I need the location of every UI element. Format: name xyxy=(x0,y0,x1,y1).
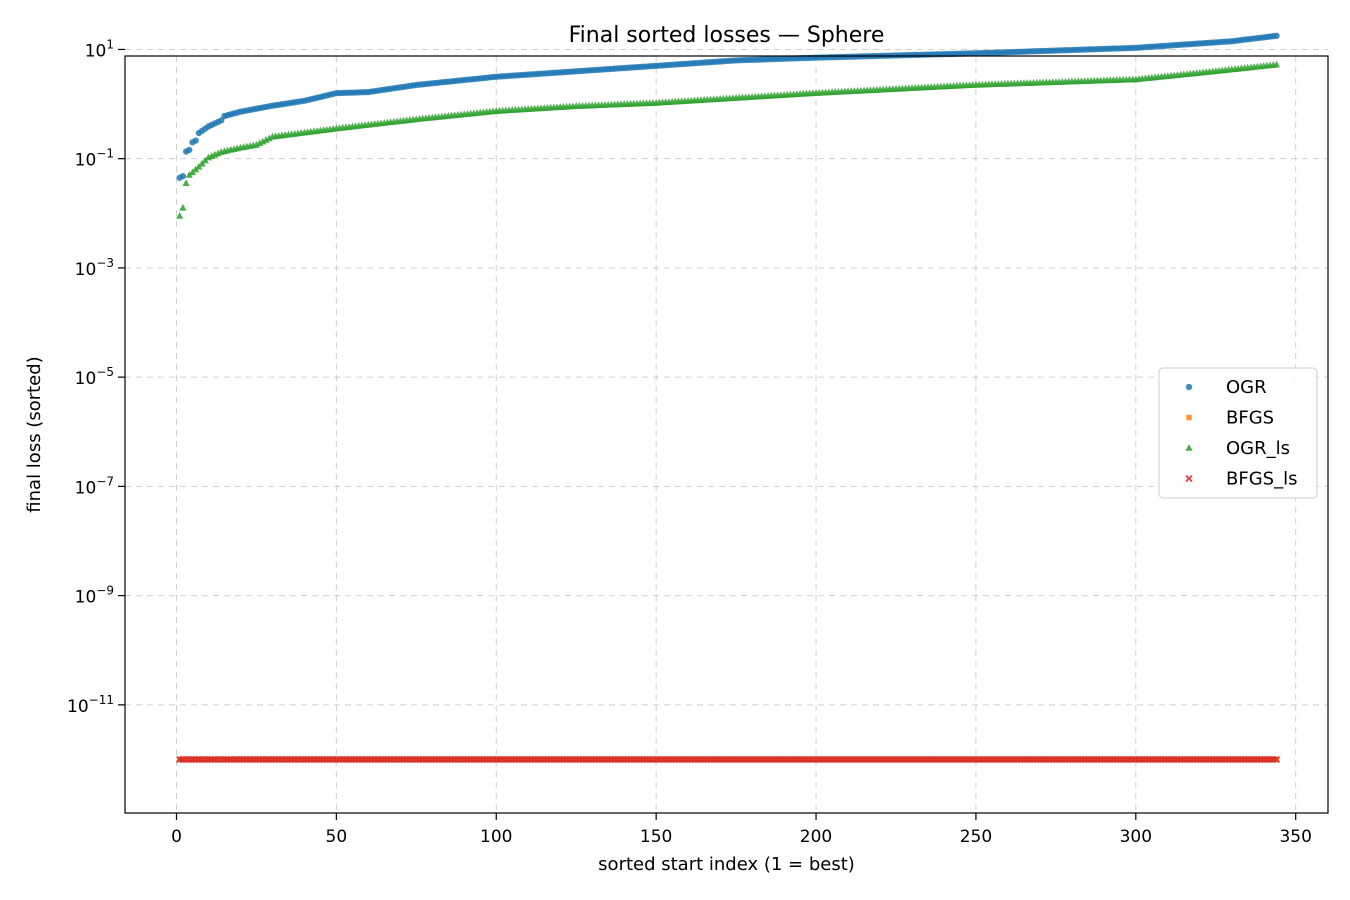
x-tick-label: 0 xyxy=(171,827,182,847)
y-tick-exponent: −1 xyxy=(96,147,114,161)
series-ogr-ls xyxy=(176,60,1281,219)
y-tick-base: 10 xyxy=(85,41,107,61)
y-tick-base: 10 xyxy=(75,478,97,498)
x-axis-ticks: 0 50 100 150 200 250 300 350 xyxy=(171,813,1312,847)
legend-marker xyxy=(1185,383,1193,391)
chart-title: Final sorted losses — Sphere xyxy=(569,23,885,48)
data-point xyxy=(179,203,187,211)
x-tick-label: 350 xyxy=(1279,827,1311,847)
y-tick-base: 10 xyxy=(75,260,97,280)
data-point xyxy=(1273,32,1280,39)
y-tick-exponent: −5 xyxy=(96,365,114,379)
y-axis-label: final loss (sorted) xyxy=(24,356,45,512)
data-point xyxy=(182,179,190,186)
y-tick-base: 10 xyxy=(75,151,97,171)
data-point xyxy=(192,137,199,144)
legend-label: BFGS xyxy=(1226,408,1274,429)
x-tick-label: 150 xyxy=(640,827,672,847)
y-tick-base: 10 xyxy=(75,588,97,608)
y-tick-label: 10−7 xyxy=(75,474,114,498)
data-point xyxy=(1272,755,1281,764)
y-tick-base: 10 xyxy=(75,369,97,389)
series-bfgs-ls xyxy=(176,755,1281,764)
data-point xyxy=(176,212,184,219)
legend-box xyxy=(1158,367,1318,499)
x-axis-label: sorted start index (1 = best) xyxy=(598,854,855,875)
legend-label: OGR_ls xyxy=(1226,438,1290,459)
y-tick-label: 10−9 xyxy=(75,584,114,608)
y-tick-label: 10−11 xyxy=(67,693,114,717)
x-tick-label: 50 xyxy=(326,827,348,847)
y-tick-label: 10−1 xyxy=(75,147,114,171)
y-tick-exponent: −3 xyxy=(96,256,114,270)
legend-marker xyxy=(1185,474,1193,483)
y-tick-label: 101 xyxy=(85,37,114,61)
x-tick-label: 200 xyxy=(800,827,832,847)
axes-frame xyxy=(124,55,1329,814)
y-tick-label: 10−5 xyxy=(75,365,114,389)
y-tick-exponent: 1 xyxy=(106,37,114,51)
legend-marker xyxy=(1185,444,1193,451)
legend-marker xyxy=(1186,414,1192,421)
y-tick-label: 10−3 xyxy=(75,256,114,280)
y-tick-exponent: −7 xyxy=(96,474,114,488)
x-tick-label: 300 xyxy=(1120,827,1152,847)
legend-label: BFGS_ls xyxy=(1226,469,1297,490)
y-tick-exponent: −11 xyxy=(89,693,114,707)
data-point xyxy=(218,117,225,124)
legend: OGR BFGS OGR_ls BFGS_ls xyxy=(1158,367,1318,499)
data-point xyxy=(1272,60,1281,68)
x-tick-label: 100 xyxy=(480,827,512,847)
data-point xyxy=(179,173,187,180)
data-point xyxy=(186,146,193,154)
y-tick-base: 10 xyxy=(67,697,89,717)
x-tick-label: 250 xyxy=(960,827,992,847)
legend-label: OGR xyxy=(1226,377,1267,398)
y-tick-exponent: −9 xyxy=(96,584,114,598)
